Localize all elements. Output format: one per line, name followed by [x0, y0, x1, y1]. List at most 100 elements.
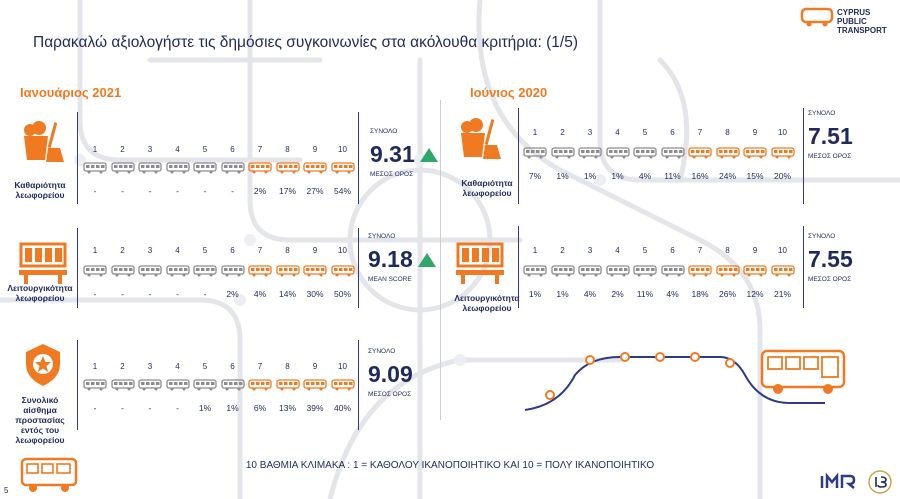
seats-icon — [18, 240, 68, 286]
bus-icon — [770, 147, 795, 159]
scale-bus-icon — [83, 161, 107, 174]
block-left-rule — [77, 228, 78, 308]
scale-number: 7 — [257, 362, 263, 371]
scale-number: 4 — [175, 246, 180, 255]
bus-icon — [330, 265, 355, 277]
bus-icon — [605, 265, 630, 277]
percentage-value: - — [148, 186, 152, 196]
scale-number: 9 — [312, 362, 318, 371]
bus-icon — [275, 265, 300, 277]
percentage-value: - — [121, 186, 124, 196]
scale-number: 8 — [285, 145, 290, 154]
percentage-value: - — [231, 186, 234, 196]
scale-bus-icon — [83, 378, 107, 391]
scale-bus-icon — [110, 161, 135, 174]
bus-icon — [193, 379, 217, 391]
percentage-value: - — [176, 289, 179, 299]
bus-icon — [330, 162, 355, 174]
percentage-value: 2% — [226, 289, 239, 299]
orange-bus-icon — [760, 349, 846, 394]
percentage-value: 4% — [253, 289, 267, 299]
percentage-value: 24% — [718, 171, 736, 181]
scale-bus-icon — [220, 161, 245, 174]
scale-bus-icon — [165, 161, 190, 174]
bus-icon — [523, 265, 547, 277]
total-label: ΣΥΝΟΛΟ — [368, 233, 396, 240]
criterion-label: Λειτουργικότητα λεωφορείου — [7, 283, 73, 303]
mean-score-label: ΜΕΣΟΣ ΟΡΟΣ — [808, 153, 852, 160]
scale-bus-icon — [275, 378, 300, 391]
scale-number: 2 — [560, 128, 565, 137]
percentage-value: 7% — [528, 171, 542, 181]
scale-bus-icon — [110, 264, 135, 277]
percentage-value: 2% — [611, 289, 624, 299]
scale-number: 4 — [615, 128, 620, 137]
percentage-value: 18% — [691, 289, 709, 299]
scale-bus-icon — [330, 378, 355, 391]
mean-score-label: MEAN SCORE — [368, 276, 412, 283]
bus-icon — [715, 265, 740, 277]
trend-up-icon — [420, 148, 438, 162]
bus-icon — [275, 379, 300, 391]
block-right-rule — [803, 226, 804, 308]
bus-icon — [578, 265, 602, 277]
scale-number: 8 — [285, 246, 290, 255]
scale-bus-icon — [303, 378, 327, 391]
scale-bus-icon — [633, 146, 657, 159]
percentage-value: - — [148, 289, 152, 299]
percentage-value: 16% — [691, 171, 709, 181]
trend-up-icon — [418, 253, 436, 267]
security-badge-icon — [18, 342, 68, 388]
bus-icon — [550, 265, 575, 277]
mean-score: 7.51 — [808, 123, 853, 149]
scale-number: 2 — [120, 362, 125, 371]
bus-icon — [605, 147, 630, 159]
scale-bus-icon — [578, 146, 602, 159]
scale-number: 2 — [120, 145, 125, 154]
scale-number: 6 — [670, 128, 675, 137]
scale-number: 5 — [642, 246, 648, 255]
block-left-rule — [518, 226, 519, 308]
scale-bus-icon — [550, 146, 575, 159]
scale-number: 3 — [587, 246, 593, 255]
mean-score: 9.31 — [370, 141, 415, 167]
scale-bus-icon — [550, 264, 575, 277]
percentage-value: 39% — [306, 403, 324, 413]
bus-icon — [688, 265, 712, 277]
percentage-value: 1% — [556, 171, 569, 181]
scale-number: 6 — [230, 246, 235, 255]
scale-number: 9 — [752, 246, 758, 255]
scale-bus-icon — [633, 264, 657, 277]
percentage-value: 21% — [773, 289, 791, 299]
scale-bus-icon — [743, 146, 767, 159]
scale-bus-icon — [605, 264, 630, 277]
percentage-value: 27% — [306, 186, 324, 196]
scale-bus-icon — [248, 264, 272, 277]
percentage-value: 4% — [583, 289, 597, 299]
scale-bus-icon — [578, 264, 602, 277]
scale-number: 6 — [230, 362, 235, 371]
percentage-value: 12% — [746, 289, 764, 299]
percentage-value: - — [176, 403, 179, 413]
percentage-value: 15% — [746, 171, 764, 181]
scale-number: 6 — [670, 246, 675, 255]
bus-icon — [220, 162, 245, 174]
bus-icon — [193, 265, 217, 277]
logo-line-3: TRANSPORT — [837, 26, 887, 35]
scale-bus-icon — [770, 146, 795, 159]
scale-number: 5 — [202, 362, 208, 371]
bus-icon — [165, 379, 190, 391]
bus-icon — [330, 379, 355, 391]
bus-icon — [138, 265, 162, 277]
scale-bus-icon — [193, 161, 217, 174]
scale-number: 7 — [697, 128, 703, 137]
scale-bus-icon — [138, 264, 162, 277]
criterion-label: Συνολικό αίσθημα προστασίας εντός του λε… — [15, 395, 65, 445]
scale-number: 8 — [725, 246, 730, 255]
route-illustration — [524, 352, 825, 411]
scale-bus-icon — [138, 161, 162, 174]
mean-score: 9.18 — [368, 246, 413, 272]
bus-icon — [303, 379, 327, 391]
percentage-value: 54% — [333, 186, 351, 196]
mean-score-label: ΜΕΣΟΣ ΟΡΟΣ — [808, 276, 852, 283]
